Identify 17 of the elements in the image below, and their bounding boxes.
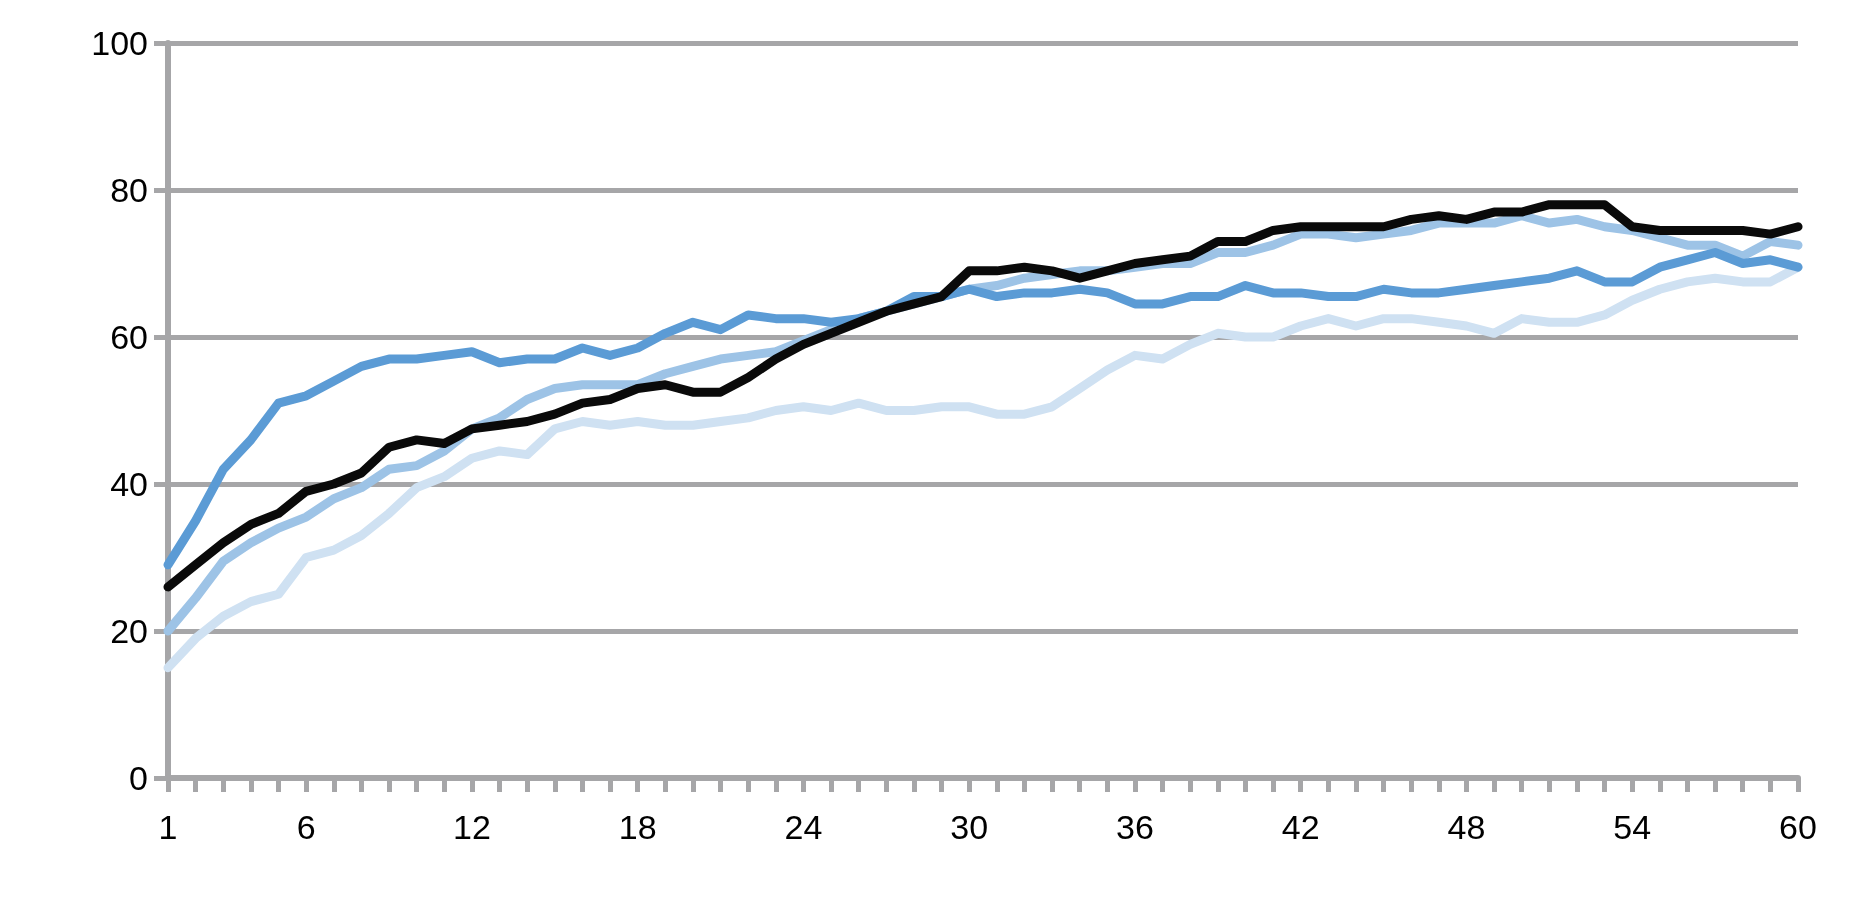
y-tick-label: 60 xyxy=(110,318,148,356)
x-tick-label: 48 xyxy=(1447,808,1486,846)
x-tick-label: 1 xyxy=(158,808,178,846)
x-tick-label: 24 xyxy=(784,808,823,846)
x-tick-label: 30 xyxy=(950,808,989,846)
y-tick-label: 0 xyxy=(129,759,148,797)
x-tick-label: 42 xyxy=(1281,808,1320,846)
y-tick-label: 20 xyxy=(110,612,148,650)
y-tick-label: 100 xyxy=(91,24,148,62)
x-tick-label: 36 xyxy=(1116,808,1154,846)
x-tick-label: 18 xyxy=(618,808,657,846)
y-tick-label: 40 xyxy=(110,465,148,503)
x-tick-label: 54 xyxy=(1613,808,1652,846)
x-tick-label: 12 xyxy=(452,808,491,846)
y-tick-label: 80 xyxy=(110,171,148,209)
x-tick-label: 6 xyxy=(296,808,316,846)
x-tick-label: 60 xyxy=(1779,808,1817,846)
